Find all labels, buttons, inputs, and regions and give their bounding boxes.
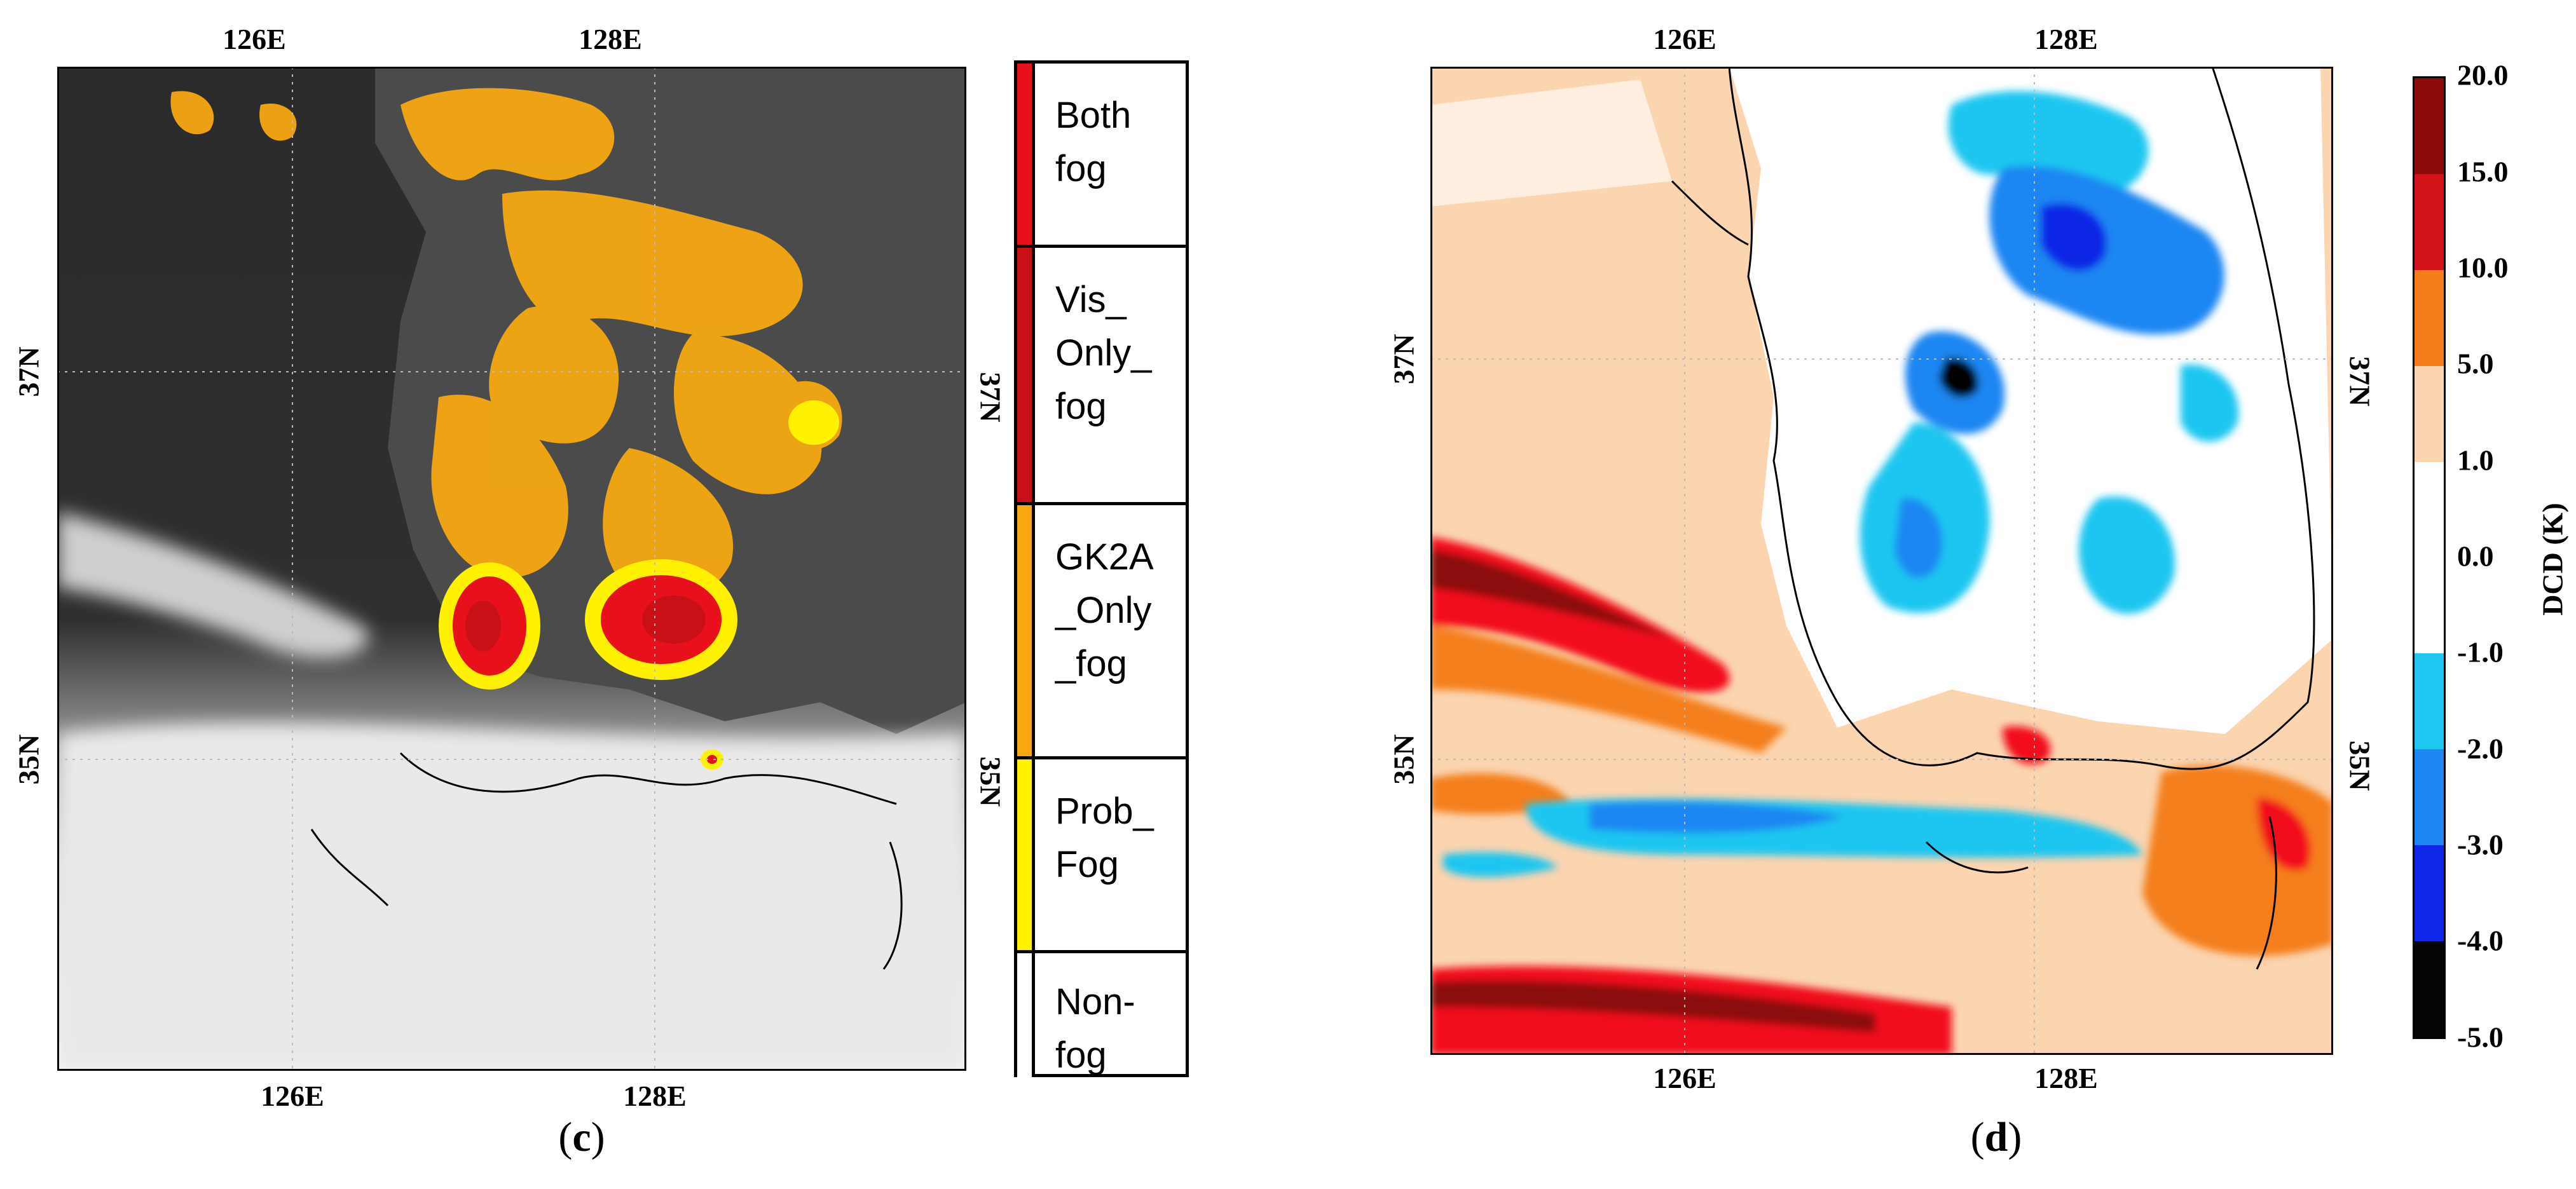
caption-open: ( — [558, 1114, 573, 1160]
colorbar-segment — [2415, 461, 2444, 558]
legend-label: Vis_ Only_ fog — [1055, 279, 1152, 427]
lat-right-35n-d: 35N — [2343, 740, 2376, 791]
caption-open: ( — [1970, 1114, 1985, 1160]
lon-top-126e-c: 126E — [223, 23, 286, 55]
colorbar-title: DCD (K) — [2536, 503, 2569, 616]
colorbar-segment — [2415, 845, 2444, 942]
colorbar-tick-0: 0.0 — [2457, 540, 2494, 573]
lon-bottom-126e-d: 126E — [1653, 1062, 1716, 1094]
caption-c: (c) — [558, 1113, 605, 1162]
colorbar-segment — [2415, 653, 2444, 750]
colorbar-segment — [2415, 269, 2444, 366]
legend-label: Both fog — [1055, 95, 1132, 189]
legend-item-gk2a-only-fog: GK2A _Only _fog — [1017, 505, 1186, 759]
caption-close: ) — [591, 1114, 605, 1160]
colorbar-tick-neg1: -1.0 — [2457, 635, 2504, 669]
legend-item-vis-only-fog: Vis_ Only_ fog — [1017, 248, 1186, 505]
coastline-c — [310, 752, 903, 970]
legend-swatch — [1017, 64, 1035, 245]
colorbar-tick-neg2: -2.0 — [2457, 732, 2504, 765]
lat-left-35n-c: 35N — [12, 734, 45, 785]
lon-top-128e-d: 128E — [2034, 23, 2098, 55]
fog-legend: Both fog Vis_ Only_ fog GK2A _Only _fog … — [1014, 60, 1189, 1077]
legend-label: GK2A _Only _fog — [1055, 536, 1154, 684]
caption-d: (d) — [1971, 1113, 2022, 1162]
colorbar-tick-neg5: -5.0 — [2457, 1021, 2504, 1054]
legend-swatch — [1017, 759, 1035, 950]
colorbar-segment — [2415, 365, 2444, 462]
colorbar-segment — [2415, 173, 2444, 270]
lat-right-35n-c: 35N — [974, 756, 1007, 807]
lon-bottom-126e-c: 126E — [261, 1080, 324, 1112]
colorbar-tick-20: 20.0 — [2457, 58, 2509, 92]
lat-left-37n-c: 37N — [12, 346, 45, 397]
legend-label: Non- fog — [1055, 981, 1135, 1076]
lon-top-126e-d: 126E — [1653, 23, 1716, 55]
fog-map-c — [57, 67, 966, 1071]
lat-right-37n-d: 37N — [2343, 356, 2376, 407]
legend-label: Prob_ Fog — [1055, 791, 1154, 885]
dcd-colorbar — [2413, 76, 2446, 1039]
negative-dcd-areas — [1443, 91, 2239, 877]
caption-letter: d — [1984, 1114, 2008, 1160]
colorbar-segment — [2415, 749, 2444, 846]
legend-item-both-fog: Both fog — [1017, 64, 1186, 248]
lon-top-128e-c: 128E — [579, 23, 642, 55]
colorbar-segment — [2415, 941, 2444, 1037]
colorbar-tick-neg4: -4.0 — [2457, 924, 2504, 957]
vis-only-fog-areas — [465, 595, 706, 651]
gk2a-only-fog-areas — [170, 88, 842, 602]
lon-bottom-128e-c: 128E — [623, 1080, 687, 1112]
colorbar-segment — [2415, 78, 2444, 174]
colorbar-tick-neg3: -3.0 — [2457, 828, 2504, 861]
lat-right-37n-c: 37N — [974, 372, 1007, 423]
legend-swatch — [1017, 505, 1035, 756]
colorbar-tick-10: 10.0 — [2457, 251, 2509, 284]
legend-item-non-fog: Non- fog — [1017, 953, 1186, 1077]
lat-left-37n-d: 37N — [1387, 334, 1420, 384]
legend-item-prob-fog: Prob_ Fog — [1017, 759, 1186, 953]
legend-swatch — [1017, 248, 1035, 502]
dcd-map-d — [1430, 67, 2333, 1055]
coastline-d — [1671, 67, 2315, 970]
caption-letter: c — [572, 1114, 591, 1160]
caption-close: ) — [2008, 1114, 2022, 1160]
colorbar-tick-5: 5.0 — [2457, 347, 2494, 380]
colorbar-tick-1: 1.0 — [2457, 444, 2494, 477]
legend-swatch — [1017, 953, 1035, 1077]
lat-left-35n-d: 35N — [1387, 734, 1420, 785]
lon-bottom-128e-d: 128E — [2034, 1062, 2098, 1094]
colorbar-tick-15: 15.0 — [2457, 155, 2509, 188]
colorbar-segment — [2415, 557, 2444, 654]
